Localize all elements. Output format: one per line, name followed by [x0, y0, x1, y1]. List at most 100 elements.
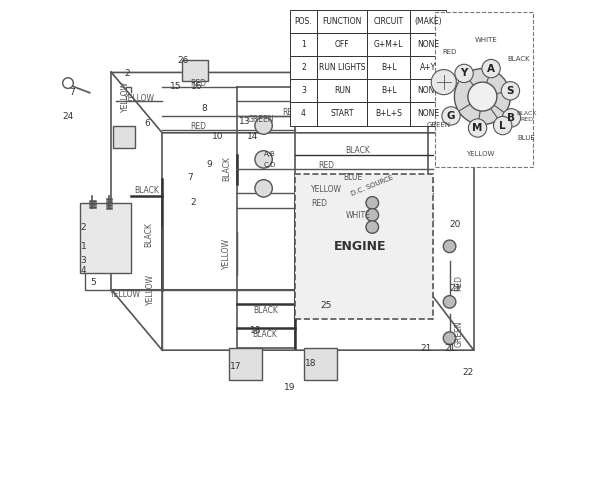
Text: BLACK: BLACK	[134, 186, 159, 195]
Text: START: START	[330, 110, 354, 118]
Text: B: B	[507, 113, 516, 123]
Text: L: L	[499, 121, 506, 130]
Text: BLACK: BLACK	[345, 146, 371, 155]
Text: 15: 15	[169, 83, 181, 91]
FancyBboxPatch shape	[317, 102, 368, 126]
Text: B+L: B+L	[381, 63, 396, 72]
Text: 25: 25	[321, 301, 332, 310]
Text: 17: 17	[230, 362, 242, 370]
Text: 9: 9	[206, 160, 212, 169]
Text: 24: 24	[63, 113, 74, 121]
FancyBboxPatch shape	[80, 203, 131, 273]
Text: BLUE: BLUE	[517, 135, 535, 141]
Text: YELLOW: YELLOW	[110, 290, 142, 299]
Text: BLUE: BLUE	[343, 173, 363, 182]
FancyBboxPatch shape	[410, 56, 446, 79]
FancyBboxPatch shape	[182, 60, 208, 81]
Text: RED: RED	[191, 122, 206, 131]
Text: RED: RED	[442, 49, 457, 55]
Circle shape	[442, 107, 460, 125]
Text: NONE: NONE	[417, 40, 439, 49]
Circle shape	[366, 197, 379, 209]
FancyBboxPatch shape	[290, 56, 317, 79]
Circle shape	[443, 296, 456, 308]
Text: WHITE: WHITE	[475, 37, 497, 43]
Text: YELLOW: YELLOW	[146, 274, 155, 305]
Text: 21: 21	[445, 344, 456, 353]
Text: YELLOW: YELLOW	[466, 151, 494, 156]
Text: YELLOW: YELLOW	[222, 238, 231, 269]
Text: 8: 8	[201, 104, 207, 113]
Text: 3: 3	[301, 86, 306, 95]
Text: 2: 2	[81, 223, 86, 231]
Text: BLACK: BLACK	[254, 306, 278, 315]
Circle shape	[366, 209, 379, 221]
Text: BLACK
RED: BLACK RED	[517, 112, 537, 122]
Text: 21: 21	[421, 344, 432, 353]
Text: 26: 26	[177, 56, 189, 65]
Text: GREEN: GREEN	[427, 122, 451, 128]
Text: (MAKE): (MAKE)	[414, 17, 442, 26]
Text: A: A	[487, 64, 495, 73]
FancyBboxPatch shape	[368, 56, 410, 79]
Circle shape	[431, 70, 456, 95]
Circle shape	[443, 332, 456, 344]
Circle shape	[255, 180, 273, 197]
Circle shape	[454, 69, 510, 125]
Circle shape	[63, 78, 73, 88]
Text: RUN: RUN	[334, 86, 350, 95]
Text: YELLOW: YELLOW	[311, 185, 342, 194]
Text: 4: 4	[81, 266, 86, 275]
Text: B+L+S: B+L+S	[375, 110, 402, 118]
Text: BLACK: BLACK	[252, 330, 277, 339]
Text: 1: 1	[301, 40, 306, 49]
Text: G+M+L: G+M+L	[374, 40, 404, 49]
FancyBboxPatch shape	[290, 10, 317, 33]
Text: M: M	[473, 123, 483, 133]
Text: 4: 4	[301, 110, 306, 118]
FancyBboxPatch shape	[368, 79, 410, 102]
Text: YELLOW: YELLOW	[124, 94, 155, 102]
Circle shape	[482, 59, 500, 78]
Text: RED: RED	[191, 79, 206, 87]
Text: 16: 16	[191, 83, 203, 91]
FancyBboxPatch shape	[410, 102, 446, 126]
Text: 5: 5	[90, 278, 96, 287]
FancyBboxPatch shape	[435, 12, 533, 167]
Text: RED: RED	[282, 108, 298, 116]
Circle shape	[493, 116, 512, 135]
Text: RED: RED	[319, 161, 335, 170]
Text: 2: 2	[124, 69, 130, 78]
FancyBboxPatch shape	[113, 126, 135, 148]
Text: ENGINE: ENGINE	[334, 240, 386, 253]
Circle shape	[502, 109, 520, 127]
Circle shape	[468, 82, 497, 111]
Text: 18: 18	[250, 327, 261, 335]
FancyBboxPatch shape	[295, 174, 432, 319]
Text: Y: Y	[460, 69, 468, 78]
Circle shape	[502, 82, 520, 100]
Text: NONE: NONE	[417, 110, 439, 118]
Text: 1: 1	[81, 242, 86, 251]
Text: GREEN: GREEN	[248, 115, 274, 124]
FancyBboxPatch shape	[317, 33, 368, 56]
FancyBboxPatch shape	[304, 348, 337, 380]
FancyBboxPatch shape	[290, 79, 317, 102]
Text: BLACK: BLACK	[222, 156, 231, 182]
FancyBboxPatch shape	[290, 102, 317, 126]
Text: S: S	[507, 86, 514, 96]
Text: 13: 13	[238, 117, 250, 126]
Text: GREEN: GREEN	[455, 320, 464, 346]
Text: 7: 7	[69, 88, 75, 97]
Text: 22: 22	[463, 369, 474, 377]
Text: G: G	[447, 111, 455, 121]
Circle shape	[366, 221, 379, 233]
FancyBboxPatch shape	[317, 56, 368, 79]
Text: OFF: OFF	[335, 40, 349, 49]
Circle shape	[443, 240, 456, 253]
FancyBboxPatch shape	[229, 348, 262, 380]
FancyBboxPatch shape	[290, 33, 317, 56]
FancyBboxPatch shape	[410, 79, 446, 102]
Text: 6: 6	[145, 119, 150, 128]
Text: 2: 2	[301, 63, 306, 72]
